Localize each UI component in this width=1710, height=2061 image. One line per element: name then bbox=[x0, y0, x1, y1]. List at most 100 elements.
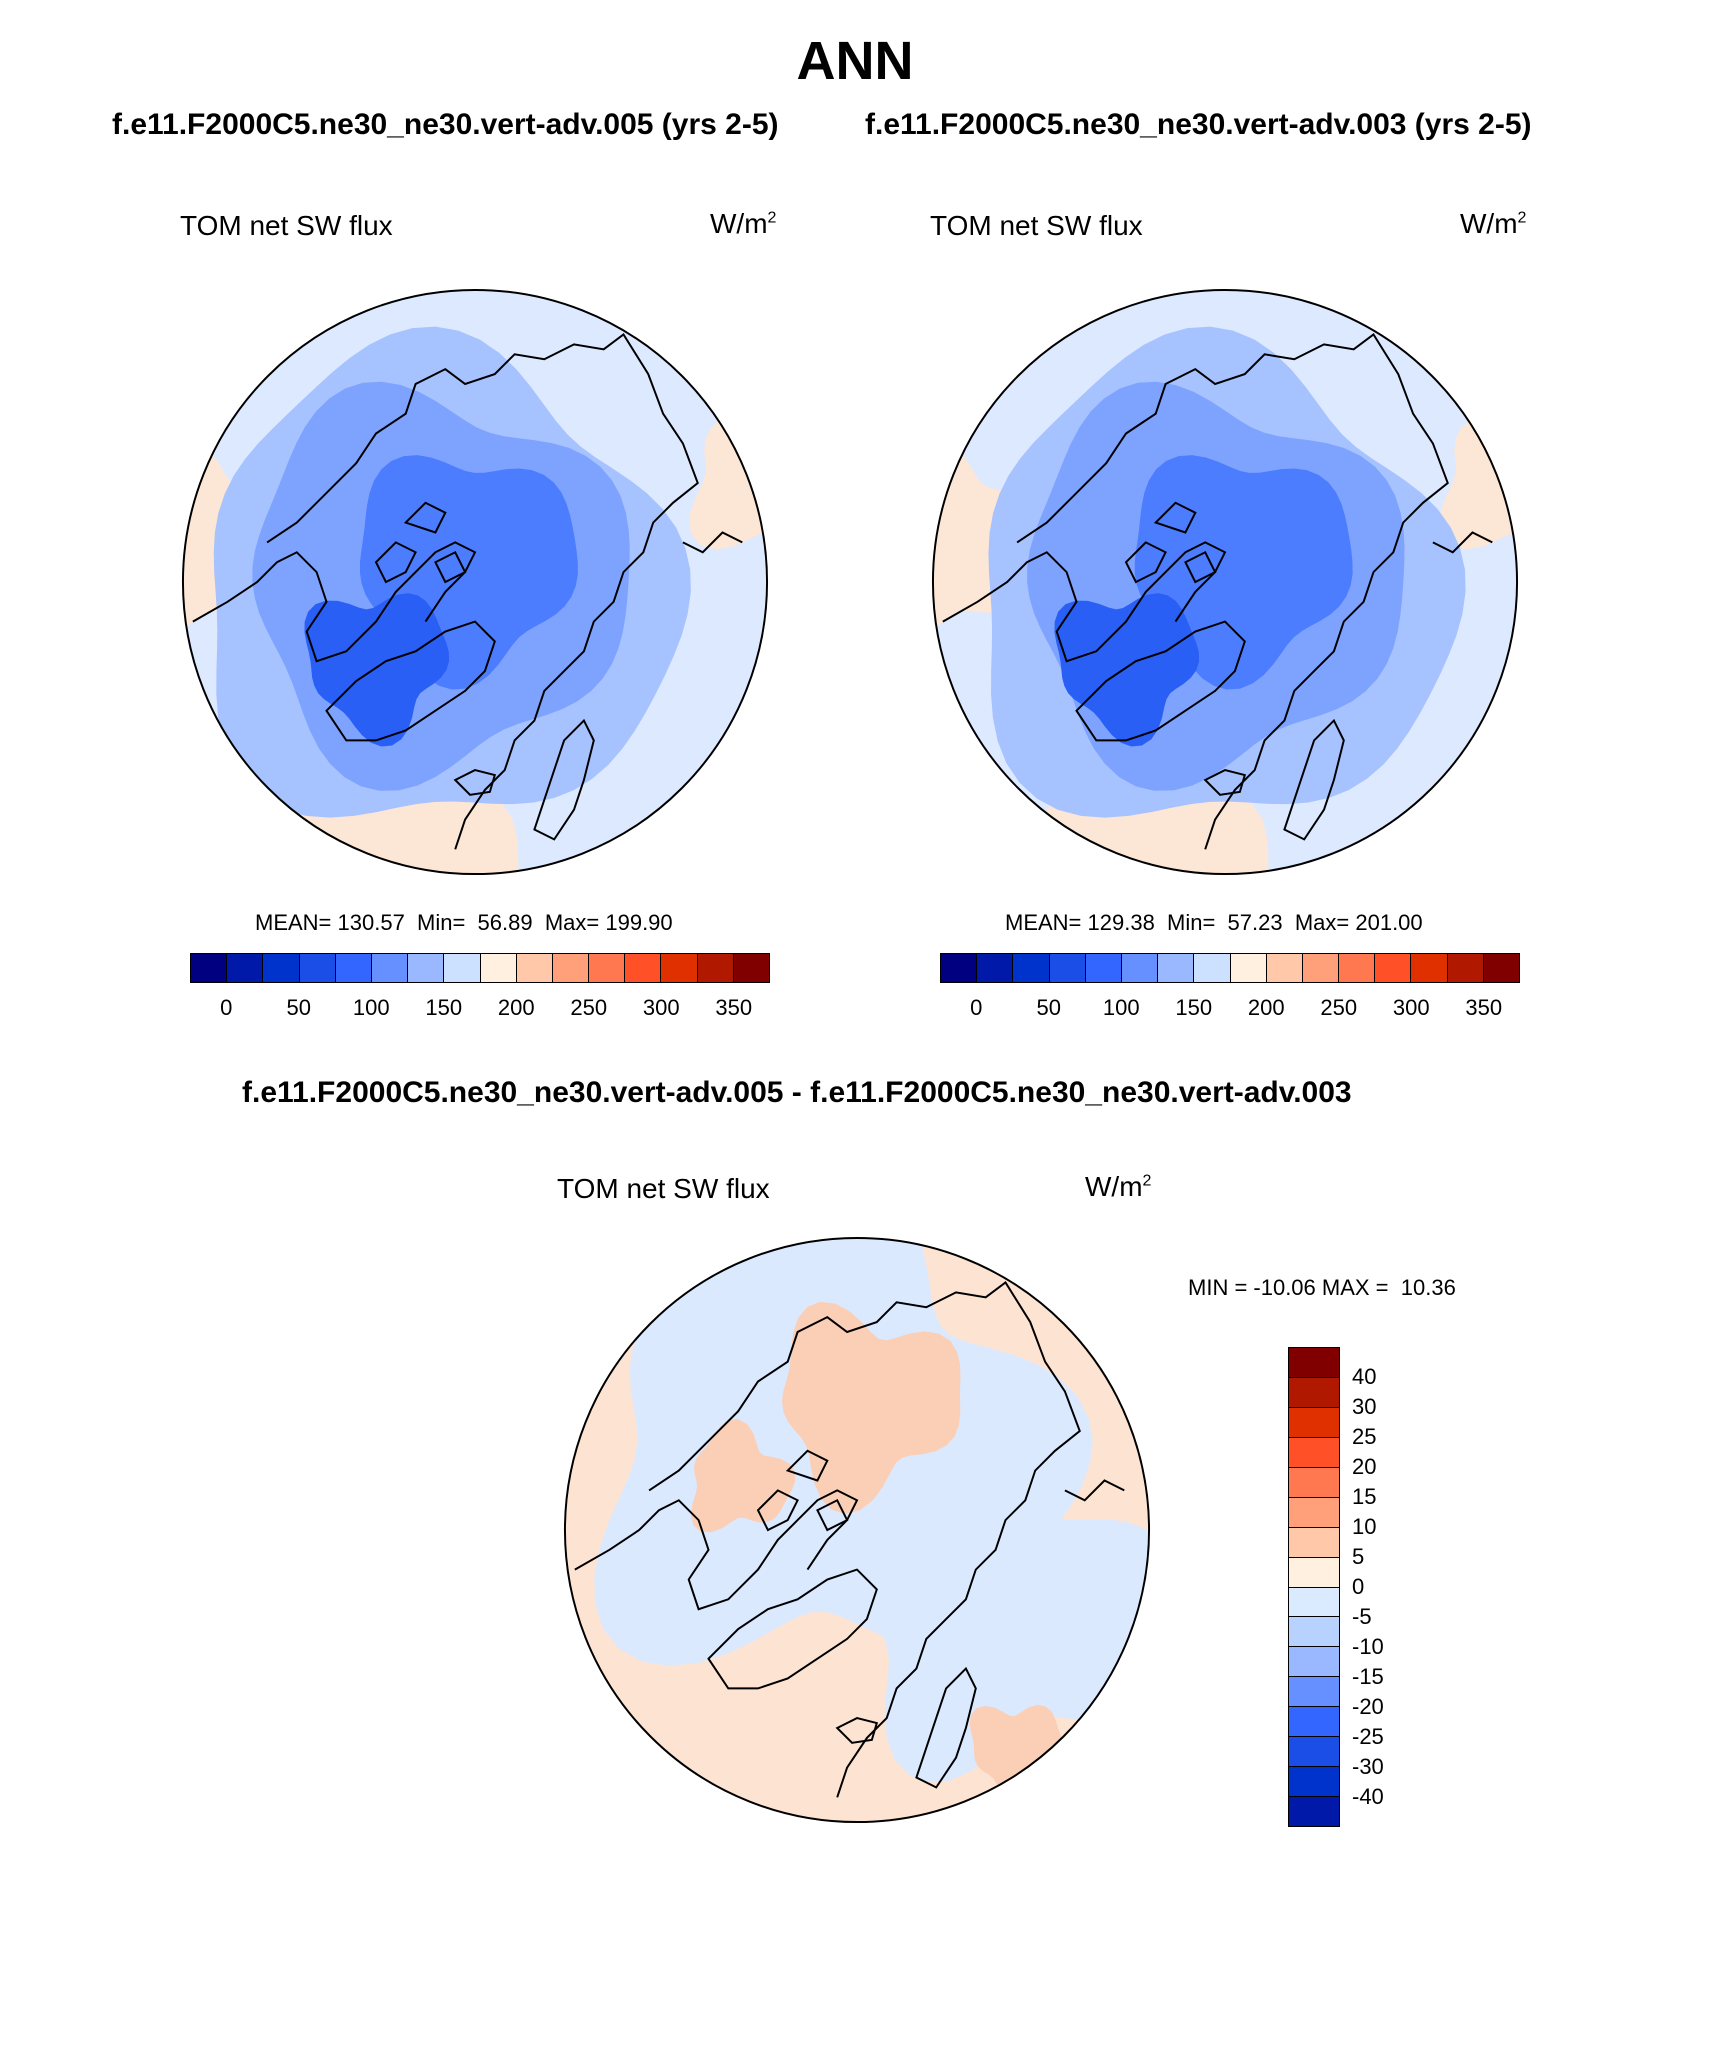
panel-2-units-label: W/m2 bbox=[1460, 208, 1527, 239]
colorbar-cell bbox=[1447, 954, 1484, 982]
panel-2-colorbar-ticks: 0 50 100 150 200 250 300 350 bbox=[940, 995, 1520, 1025]
colorbar-cell bbox=[444, 954, 481, 982]
colorbar-cell bbox=[1289, 1647, 1339, 1678]
colorbar-tick-label: 50 bbox=[286, 995, 311, 1020]
colorbar-cell bbox=[263, 954, 300, 982]
colorbar-cell bbox=[1289, 1737, 1339, 1768]
colorbar-cell bbox=[1289, 1407, 1339, 1438]
colorbar-cell bbox=[335, 954, 372, 982]
colorbar-cell bbox=[1085, 954, 1122, 982]
colorbar-tick-label: 100 bbox=[352, 995, 390, 1020]
colorbar-tick-label: 300 bbox=[1392, 995, 1430, 1020]
colorbar-tick-label: -5 bbox=[1352, 1604, 1372, 1629]
colorbar-tick-label: 5 bbox=[1352, 1544, 1365, 1569]
colorbar-cell bbox=[516, 954, 553, 982]
diff-title: f.e11.F2000C5.ne30_ne30.vert-adv.005 - f… bbox=[242, 1076, 1352, 1109]
colorbar-tick-label: 50 bbox=[1036, 995, 1061, 1020]
panel-1-colorbar bbox=[190, 953, 770, 983]
panel-1-units-label: W/m2 bbox=[710, 208, 777, 239]
colorbar-tick-label: 100 bbox=[1102, 995, 1140, 1020]
colorbar-tick-label: 250 bbox=[1320, 995, 1358, 1020]
colorbar-cell bbox=[1049, 954, 1086, 982]
colorbar-cell bbox=[1289, 1467, 1339, 1498]
colorbar-cell bbox=[1289, 1767, 1339, 1798]
colorbar-tick-label: -30 bbox=[1352, 1754, 1384, 1779]
diff-polar-map bbox=[563, 1236, 1151, 1824]
colorbar-cell bbox=[733, 954, 769, 982]
colorbar-cell bbox=[1230, 954, 1267, 982]
colorbar-cell bbox=[1375, 954, 1412, 982]
colorbar-cell bbox=[552, 954, 590, 982]
colorbar-cell bbox=[1339, 954, 1376, 982]
colorbar-tick-label: 300 bbox=[642, 995, 680, 1020]
colorbar-cell bbox=[408, 954, 445, 982]
colorbar-cell bbox=[941, 954, 978, 982]
colorbar-tick-label: 0 bbox=[220, 995, 233, 1020]
colorbar-cell bbox=[1289, 1677, 1339, 1708]
panel-2-case-title: f.e11.F2000C5.ne30_ne30.vert-adv.003 (yr… bbox=[865, 108, 1532, 141]
colorbar-tick-label: 200 bbox=[497, 995, 535, 1020]
colorbar-tick-label: -25 bbox=[1352, 1724, 1384, 1749]
colorbar-cell bbox=[1289, 1797, 1339, 1826]
colorbar-cell bbox=[1289, 1437, 1339, 1468]
panel-1-stats: MEAN= 130.57 Min= 56.89 Max= 199.90 bbox=[255, 910, 673, 935]
colorbar-tick-label: -10 bbox=[1352, 1634, 1384, 1659]
colorbar-cell bbox=[1289, 1348, 1339, 1378]
colorbar-cell bbox=[371, 954, 409, 982]
panel-1-polar-map bbox=[181, 288, 769, 876]
colorbar-cell bbox=[1289, 1497, 1339, 1528]
colorbar-tick-label: 0 bbox=[1352, 1574, 1365, 1599]
diff-variable-label: TOM net SW flux bbox=[557, 1173, 770, 1204]
colorbar-cell bbox=[1289, 1557, 1339, 1588]
colorbar-cell bbox=[625, 954, 662, 982]
colorbar-tick-label: 350 bbox=[715, 995, 753, 1020]
colorbar-cell bbox=[1411, 954, 1448, 982]
diff-colorbar-ticks: 40 30 25 20 15 10 5 0 -5 -10 -15 -20 -25 -30 -40 bbox=[1352, 1347, 1432, 1827]
colorbar-cell bbox=[1483, 954, 1519, 982]
colorbar-tick-label: 250 bbox=[570, 995, 608, 1020]
colorbar-cell bbox=[977, 954, 1014, 982]
colorbar-tick-label: 20 bbox=[1352, 1454, 1377, 1479]
colorbar-cell bbox=[1194, 954, 1231, 982]
panel-1-colorbar-ticks: 0 50 100 150 200 250 300 350 bbox=[190, 995, 770, 1025]
colorbar-cell bbox=[227, 954, 264, 982]
colorbar-cell bbox=[480, 954, 517, 982]
colorbar-tick-label: 0 bbox=[970, 995, 983, 1020]
panel-2-stats: MEAN= 129.38 Min= 57.23 Max= 201.00 bbox=[1005, 910, 1423, 935]
panel-1-case-title: f.e11.F2000C5.ne30_ne30.vert-adv.005 (yr… bbox=[112, 108, 779, 141]
colorbar-cell bbox=[1302, 954, 1340, 982]
colorbar-cell bbox=[1013, 954, 1050, 982]
colorbar-cell bbox=[1289, 1617, 1339, 1648]
diff-units-label: W/m2 bbox=[1085, 1171, 1152, 1202]
colorbar-tick-label: 40 bbox=[1352, 1364, 1377, 1389]
colorbar-tick-label: 200 bbox=[1247, 995, 1285, 1020]
colorbar-cell bbox=[1289, 1527, 1339, 1558]
colorbar-tick-label: -40 bbox=[1352, 1784, 1384, 1809]
colorbar-tick-label: -20 bbox=[1352, 1694, 1384, 1719]
colorbar-tick-label: 150 bbox=[1175, 995, 1213, 1020]
colorbar-cell bbox=[589, 954, 626, 982]
colorbar-cell bbox=[191, 954, 228, 982]
colorbar-tick-label: 15 bbox=[1352, 1484, 1377, 1509]
colorbar-cell bbox=[697, 954, 734, 982]
colorbar-tick-label: 350 bbox=[1465, 995, 1503, 1020]
colorbar-cell bbox=[1289, 1377, 1339, 1408]
panel-2-polar-map bbox=[931, 288, 1519, 876]
panel-2-variable-label: TOM net SW flux bbox=[930, 210, 1143, 241]
diff-colorbar bbox=[1288, 1347, 1340, 1827]
figure-title: ANN bbox=[796, 31, 914, 91]
diff-stats: MIN = -10.06 MAX = 10.36 bbox=[1188, 1275, 1456, 1300]
panel-1-variable-label: TOM net SW flux bbox=[180, 210, 393, 241]
colorbar-tick-label: 150 bbox=[425, 995, 463, 1020]
colorbar-tick-label: 10 bbox=[1352, 1514, 1377, 1539]
colorbar-tick-label: 25 bbox=[1352, 1424, 1377, 1449]
colorbar-cell bbox=[661, 954, 698, 982]
colorbar-cell bbox=[299, 954, 336, 982]
colorbar-tick-label: 30 bbox=[1352, 1394, 1377, 1419]
colorbar-cell bbox=[1266, 954, 1303, 982]
colorbar-cell bbox=[1289, 1587, 1339, 1618]
colorbar-cell bbox=[1121, 954, 1159, 982]
colorbar-cell bbox=[1289, 1707, 1339, 1738]
colorbar-cell bbox=[1158, 954, 1195, 982]
colorbar-tick-label: -15 bbox=[1352, 1664, 1384, 1689]
